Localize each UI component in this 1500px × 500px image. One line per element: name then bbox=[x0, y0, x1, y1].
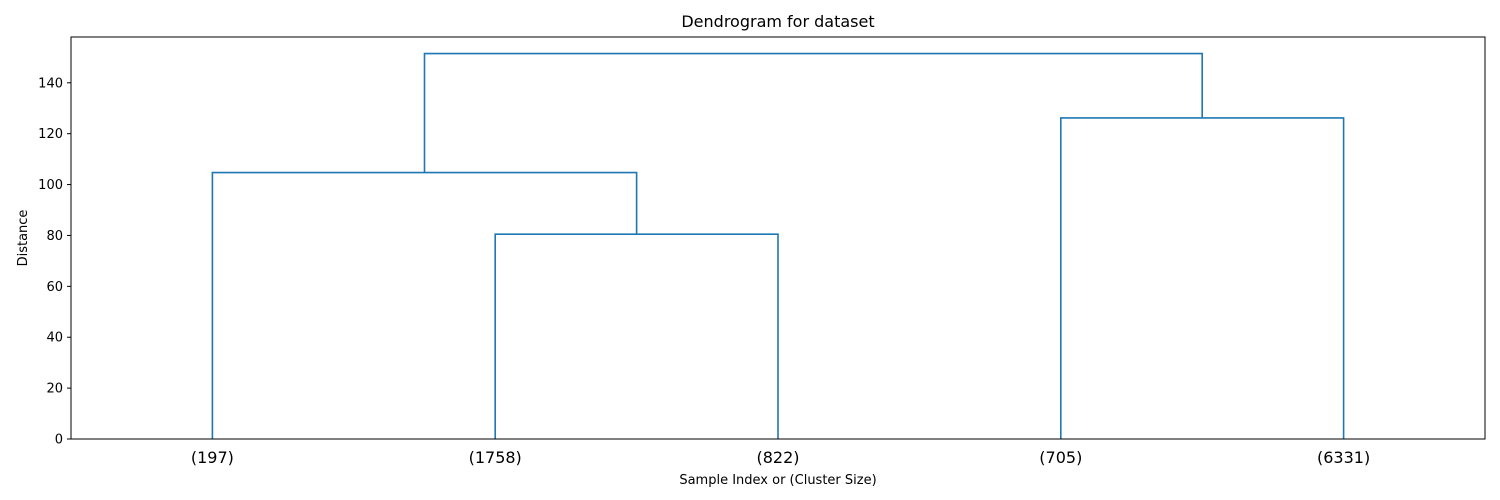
dendrogram-link-3 bbox=[423, 52, 1203, 173]
y-tick-label: 0 bbox=[55, 433, 63, 448]
y-axis-ticks: 0 20 40 60 80 100 120 140 bbox=[38, 76, 71, 448]
y-axis-label: Distance bbox=[16, 210, 31, 267]
x-axis-ticks: (197) (1758) (822) (705) (6331) bbox=[191, 448, 1370, 467]
y-tick-label: 60 bbox=[46, 280, 63, 295]
x-tick-label: (6331) bbox=[1317, 448, 1370, 467]
y-tick-label: 100 bbox=[38, 178, 63, 193]
y-tick-label: 80 bbox=[46, 229, 63, 244]
x-tick-label: (197) bbox=[191, 448, 234, 467]
y-tick-label: 40 bbox=[46, 331, 63, 346]
x-tick-label: (705) bbox=[1039, 448, 1082, 467]
plot-frame bbox=[70, 36, 1486, 440]
x-tick-label: (1758) bbox=[469, 448, 522, 467]
dendrogram-links bbox=[211, 52, 1345, 439]
y-tick-label: 140 bbox=[38, 76, 63, 91]
y-tick-label: 120 bbox=[38, 127, 63, 142]
dendrogram-link-0 bbox=[494, 233, 779, 439]
x-tick-label: (822) bbox=[756, 448, 799, 467]
chart-title: Dendrogram for dataset bbox=[681, 12, 874, 31]
dendrogram-link-1 bbox=[211, 171, 638, 439]
y-tick-label: 20 bbox=[46, 382, 63, 397]
dendrogram-link-2 bbox=[1060, 117, 1345, 439]
x-axis-label: Sample Index or (Cluster Size) bbox=[679, 473, 876, 488]
